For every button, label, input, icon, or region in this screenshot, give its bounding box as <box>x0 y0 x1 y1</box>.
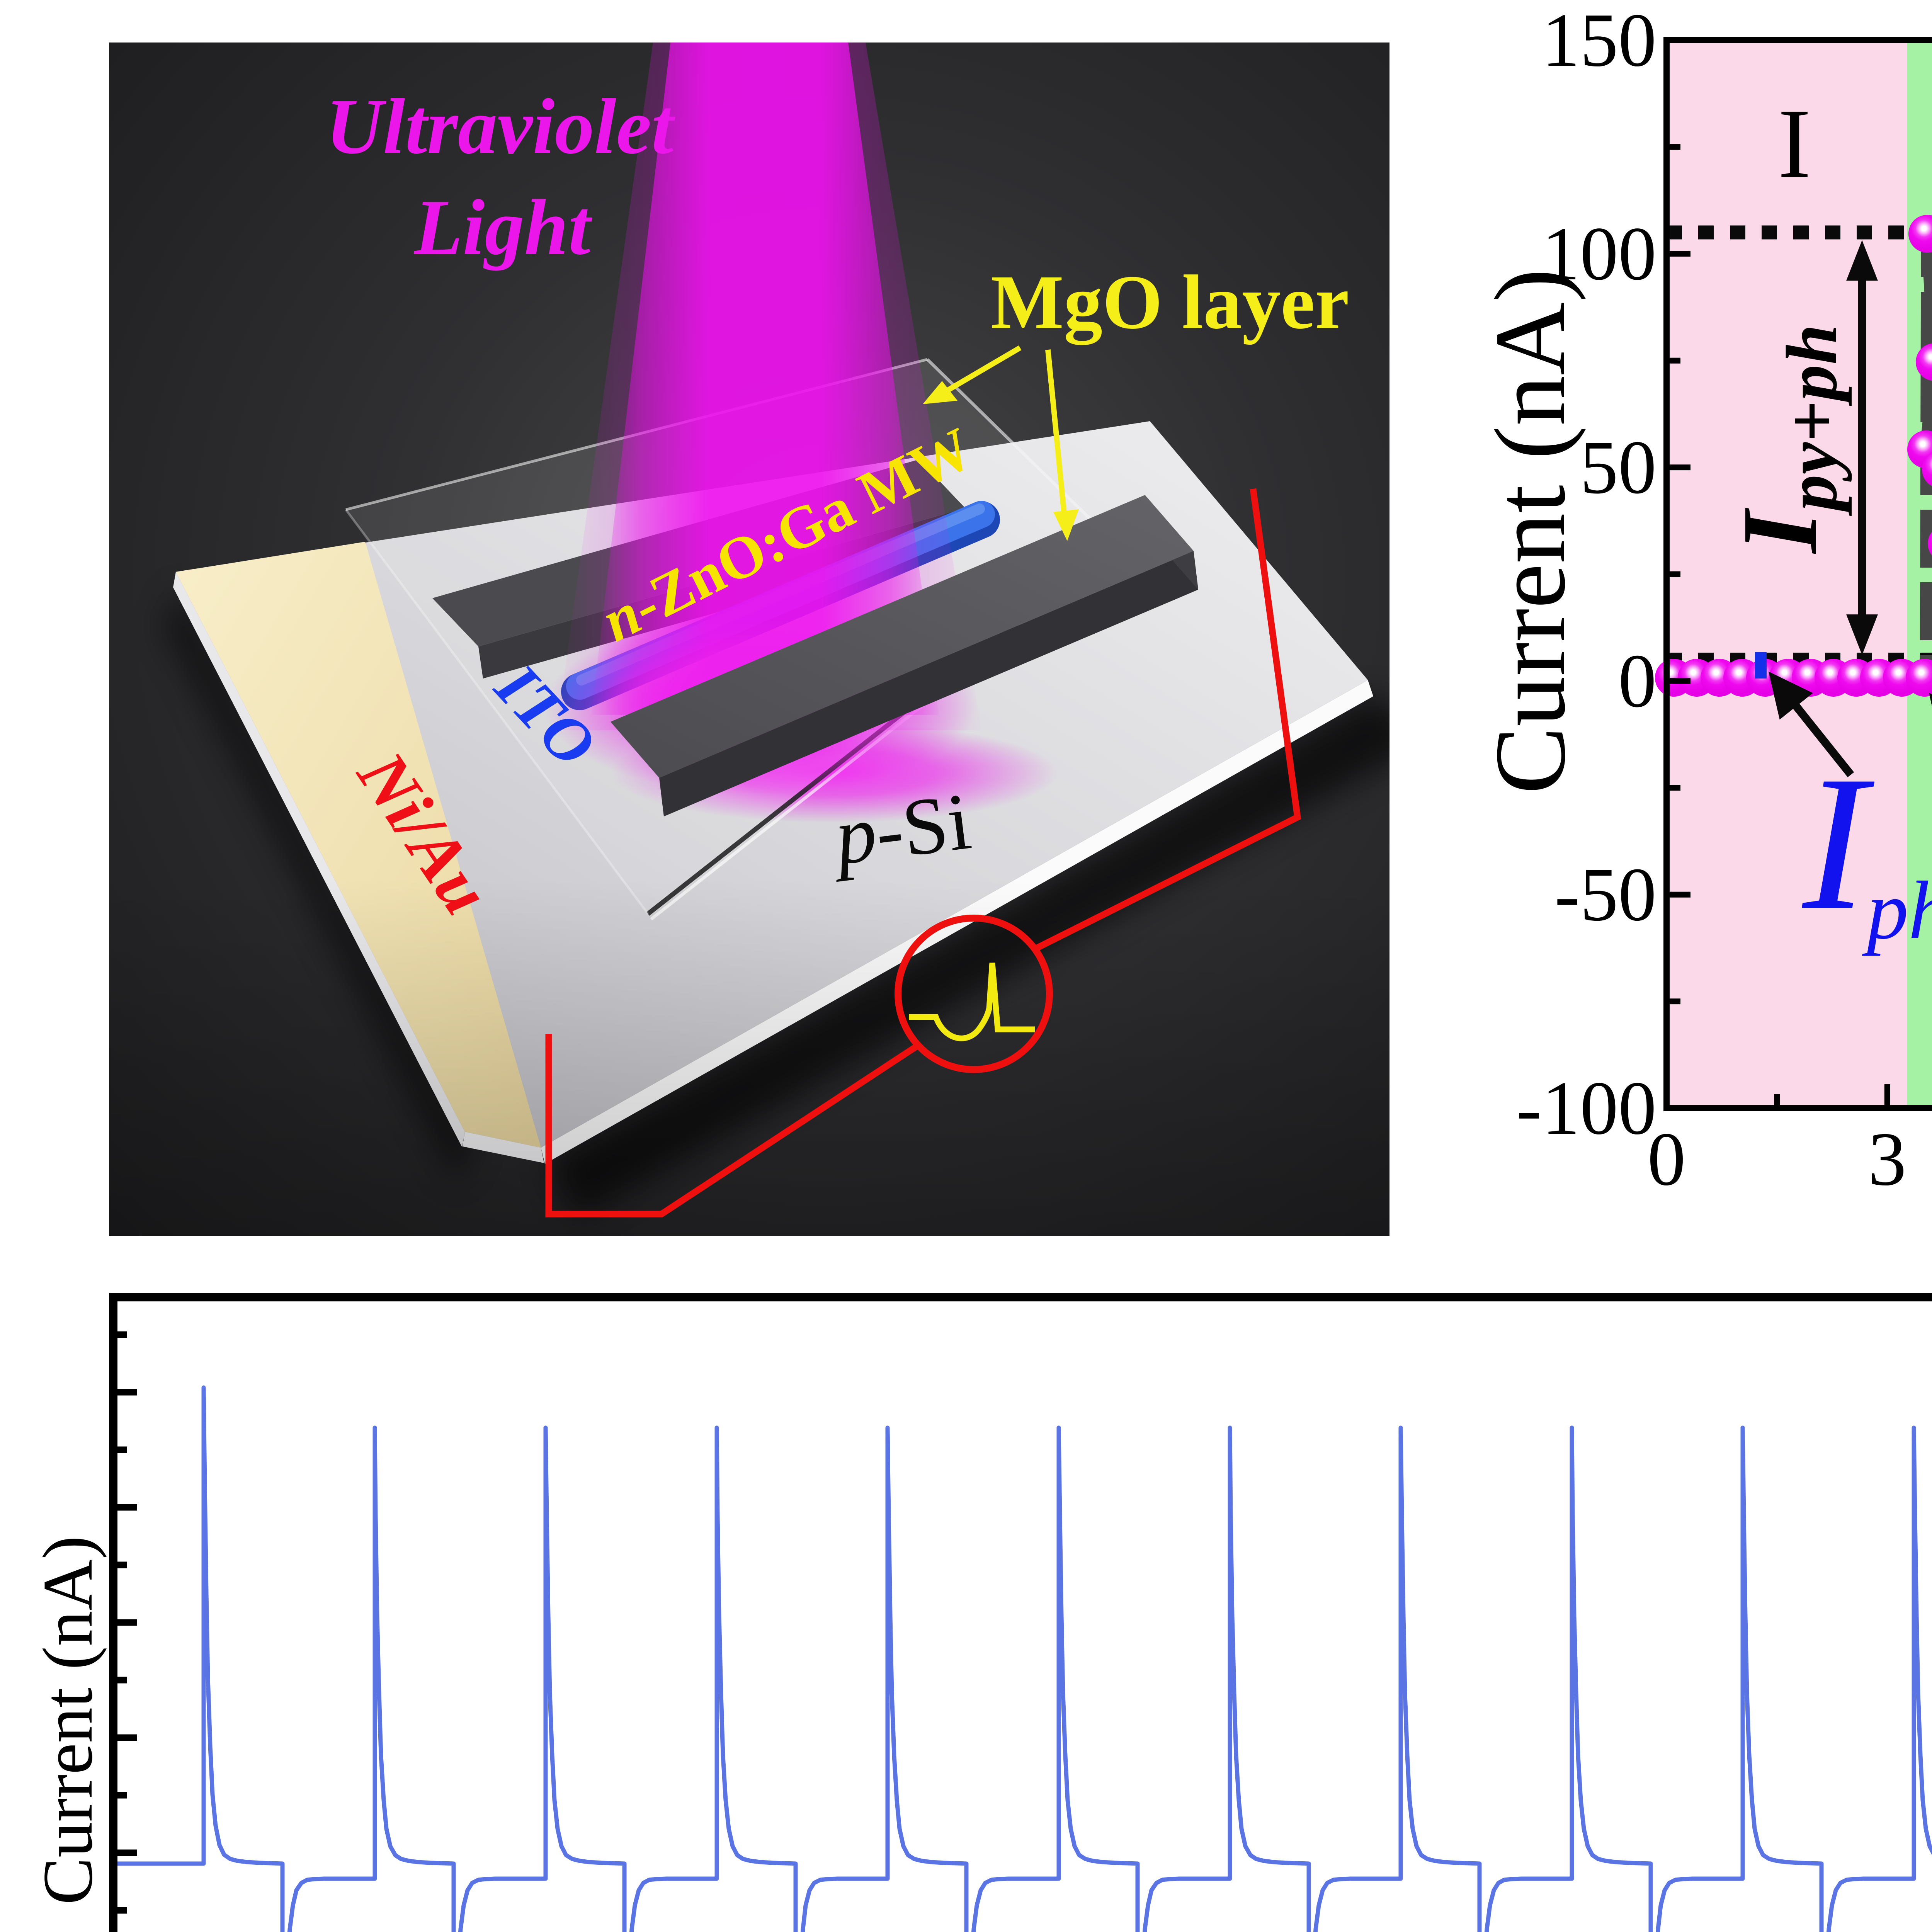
svg-text:I: I <box>1778 88 1811 199</box>
svg-text:Ipy+ph: Ipy+ph <box>1719 324 1852 554</box>
svg-text:Current (nA): Current (nA) <box>1474 269 1586 794</box>
svg-text:Iph: Iph <box>1799 736 1932 956</box>
svg-text:-100: -100 <box>1516 1066 1656 1150</box>
svg-text:-50: -50 <box>1554 852 1656 937</box>
svg-text:50: 50 <box>1580 425 1656 510</box>
svg-text:150: 150 <box>1542 0 1656 82</box>
svg-text:Current (nA): Current (nA) <box>28 1536 107 1905</box>
svg-text:MgO layer: MgO layer <box>991 260 1349 345</box>
svg-text:0: 0 <box>1648 1117 1686 1201</box>
svg-text:100: 100 <box>1542 211 1656 296</box>
svg-text:p-Si: p-Si <box>825 776 976 883</box>
svg-text:3: 3 <box>1868 1117 1906 1201</box>
svg-text:Light: Light <box>413 184 593 271</box>
svg-text:Ultraviolet: Ultraviolet <box>326 83 676 170</box>
svg-text:0: 0 <box>1618 638 1656 723</box>
